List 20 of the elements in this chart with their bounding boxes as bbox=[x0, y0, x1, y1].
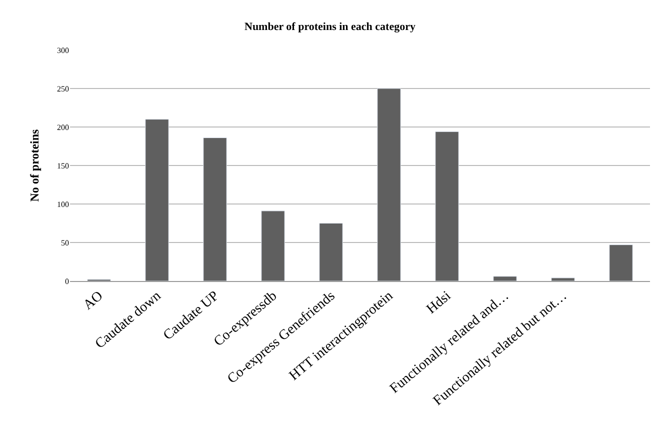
bar bbox=[609, 244, 633, 281]
bar bbox=[203, 138, 227, 281]
y-tick-label: 50 bbox=[61, 238, 69, 248]
y-tick-label: 100 bbox=[57, 200, 69, 209]
x-tick-label: AO bbox=[80, 288, 106, 314]
chart-title: Number of proteins in each category bbox=[244, 20, 416, 33]
bar bbox=[261, 210, 285, 281]
y-tick-label: 300 bbox=[57, 46, 69, 55]
y-tick-label: 0 bbox=[65, 276, 69, 286]
y-tick-label: 200 bbox=[57, 122, 69, 132]
y-axis-title: No of proteins bbox=[27, 128, 42, 202]
bar bbox=[377, 88, 401, 281]
bar bbox=[493, 276, 517, 281]
x-tick-label: Hdsi bbox=[424, 288, 454, 318]
y-tick-label: 250 bbox=[57, 84, 69, 94]
bar bbox=[319, 223, 343, 281]
y-tick-label: 150 bbox=[57, 161, 69, 170]
bar bbox=[145, 119, 169, 281]
bar bbox=[435, 131, 459, 281]
bar bbox=[551, 278, 575, 281]
